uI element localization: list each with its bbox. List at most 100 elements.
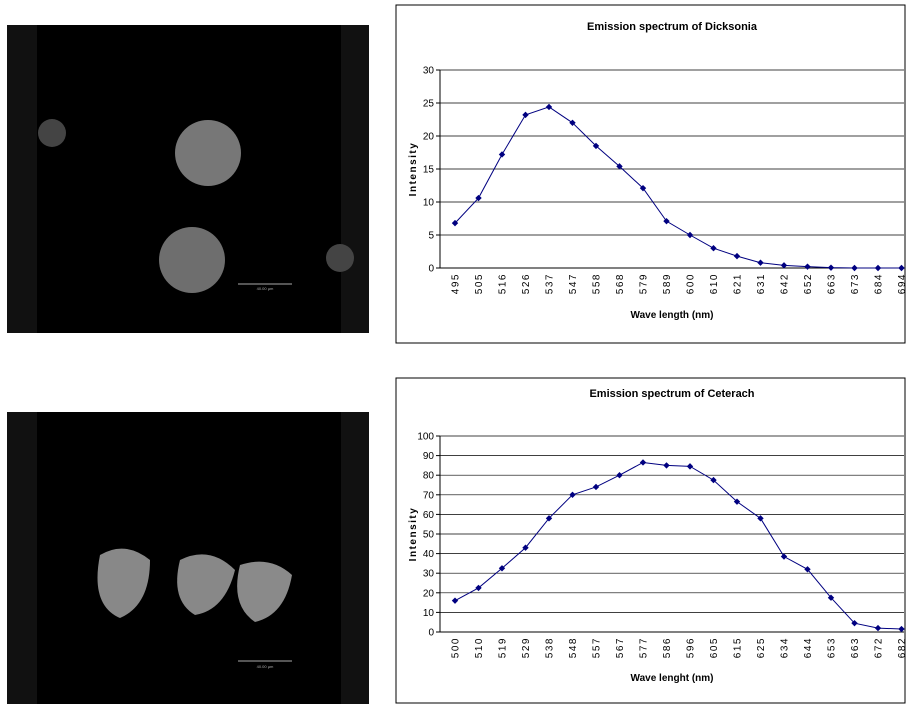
y-tick-label: 40 [423, 549, 435, 560]
spore [159, 227, 225, 293]
data-point [733, 498, 741, 505]
y-tick-label: 20 [423, 588, 435, 599]
y-tick-label: 0 [428, 264, 434, 275]
data-point [757, 515, 764, 522]
x-tick-label: 600 [686, 273, 697, 294]
x-tick-label: 577 [639, 637, 650, 658]
x-tick-label: 538 [545, 637, 556, 658]
x-tick-label: 526 [521, 273, 532, 294]
x-tick-label: 621 [733, 273, 744, 294]
scale-label: 40.00 µm [257, 664, 274, 669]
y-tick-label: 90 [423, 451, 435, 462]
x-tick-label: 537 [545, 273, 556, 294]
data-point [827, 264, 835, 271]
spore [237, 561, 292, 622]
scale-label: 40.00 µm [257, 286, 274, 291]
x-tick-label: 673 [850, 273, 861, 294]
data-point [663, 462, 670, 469]
x-tick-label: 653 [827, 637, 838, 658]
x-tick-label: 558 [592, 273, 603, 294]
data-line [454, 106, 902, 269]
y-tick-label: 30 [423, 66, 435, 77]
x-tick-label: 500 [451, 637, 462, 658]
chart-title: Emission spectrum of Ceterach [589, 388, 754, 400]
data-point [710, 476, 717, 484]
data-point [569, 491, 576, 498]
data-point [545, 515, 553, 522]
y-tick-label: 30 [423, 569, 435, 580]
y-tick-label: 60 [423, 510, 435, 521]
x-tick-label: 516 [498, 273, 509, 294]
spore [97, 548, 150, 618]
x-tick-label: 579 [639, 273, 650, 294]
micrograph-2: 40.00 µm [7, 412, 369, 704]
y-tick-label: 0 [428, 628, 434, 639]
chart: Emission spectrum of Ceterach 0 10 20 30 40 50… [395, 377, 906, 704]
x-tick-label: 548 [568, 637, 579, 658]
data-point [757, 259, 764, 266]
data-point [733, 252, 741, 260]
data-point [498, 565, 506, 572]
data-point [804, 263, 811, 270]
data-point [851, 264, 858, 272]
data-point [827, 594, 835, 601]
x-tick-label: 684 [874, 273, 885, 294]
x-tick-label: 495 [451, 273, 462, 294]
x-tick-label: 663 [850, 637, 861, 658]
y-tick-label: 15 [423, 165, 435, 176]
x-tick-label: 625 [756, 637, 767, 658]
spore [175, 120, 241, 186]
x-tick-label: 586 [662, 637, 673, 658]
y-tick-label: 20 [423, 132, 435, 143]
chart-title: Emission spectrum of Dicksonia [587, 21, 758, 33]
data-point [451, 597, 459, 604]
x-tick-label: 505 [474, 273, 485, 294]
y-tick-label: 10 [423, 608, 435, 619]
data-point [851, 619, 858, 627]
data-point [686, 231, 694, 239]
data-point [804, 566, 811, 573]
data-point [475, 584, 482, 592]
x-tick-label: 605 [709, 637, 720, 658]
chart-frame [395, 377, 906, 704]
data-point [898, 264, 905, 272]
data-point [639, 184, 647, 192]
spore [326, 244, 354, 272]
chart: Emission spectrum of Dicksonia 0 5 10 15 20 25… [395, 4, 906, 344]
data-point [686, 463, 694, 470]
data-point [874, 264, 882, 272]
data-point [451, 219, 459, 227]
x-tick-label: 567 [615, 637, 626, 658]
y-tick-label: 70 [423, 490, 435, 501]
data-point [592, 483, 600, 491]
x-tick-label: 615 [733, 637, 744, 658]
y-tick-label: 50 [423, 530, 435, 541]
data-point [592, 142, 600, 150]
x-tick-label: 631 [756, 273, 767, 294]
data-point [898, 625, 905, 633]
x-tick-label: 652 [803, 273, 814, 294]
x-tick-label: 642 [780, 273, 791, 294]
x-tick-label: 682 [897, 637, 906, 658]
x-tick-label: 568 [615, 273, 626, 294]
x-tick-label: 510 [474, 637, 485, 658]
data-point [498, 151, 506, 158]
y-tick-label: 100 [417, 432, 434, 443]
x-tick-label: 663 [827, 273, 838, 294]
data-point [663, 217, 670, 225]
data-point [780, 553, 788, 560]
y-axis-label: Intensity [408, 142, 419, 197]
x-tick-label: 589 [662, 273, 673, 294]
data-point [616, 472, 623, 479]
data-point [522, 111, 529, 119]
spore [38, 119, 66, 147]
x-axis-label: Wave length (nm) [631, 310, 714, 321]
micrograph-1: 40.00 µm [7, 25, 369, 333]
x-tick-label: 547 [568, 273, 579, 294]
x-tick-label: 610 [709, 273, 720, 294]
y-tick-label: 80 [423, 471, 435, 482]
data-point [780, 262, 788, 269]
x-tick-label: 634 [780, 637, 791, 658]
